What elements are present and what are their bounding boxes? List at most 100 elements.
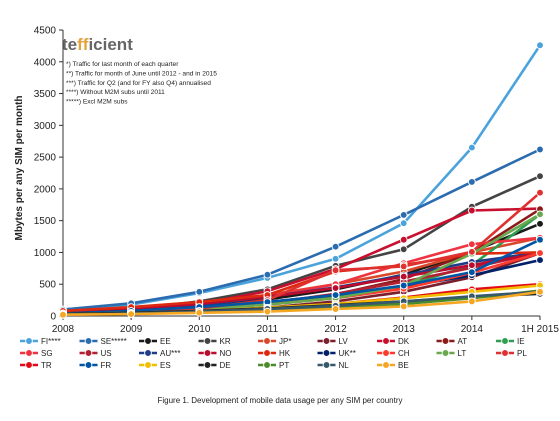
- data-point: [263, 270, 272, 279]
- data-point: [468, 178, 476, 186]
- legend-marker: [203, 361, 212, 369]
- data-point: [536, 41, 544, 50]
- legend-label: LT: [458, 349, 467, 358]
- data-point: [331, 291, 340, 299]
- data-point: [399, 211, 408, 219]
- x-tick-label: 2010: [188, 324, 211, 335]
- legend-marker: [263, 361, 271, 369]
- y-tick-label: 2000: [34, 184, 57, 195]
- data-point: [536, 145, 544, 154]
- x-tick-label: 2012: [324, 324, 347, 335]
- data-point: [331, 254, 340, 263]
- data-point: [468, 143, 476, 152]
- legend-label: UK**: [339, 349, 356, 358]
- data-point: [399, 245, 408, 254]
- data-point: [399, 272, 408, 281]
- data-point: [468, 240, 476, 249]
- figure-caption: Figure 1. Development of mobile data usa…: [157, 396, 403, 405]
- legend-marker: [25, 349, 33, 357]
- legend-marker: [501, 349, 509, 357]
- y-tick-label: 1000: [34, 248, 57, 259]
- legend-label: PT: [279, 361, 289, 370]
- legend-marker: [203, 349, 212, 357]
- legend-marker: [144, 337, 152, 345]
- data-point: [399, 235, 408, 244]
- legend-label: FI****: [41, 337, 61, 346]
- legend-label: DK: [398, 337, 410, 346]
- data-point: [195, 308, 204, 317]
- y-tick-label: 1500: [34, 216, 57, 227]
- legend-label: KR: [220, 337, 231, 346]
- legend-label: LV: [339, 337, 349, 346]
- legend-marker: [322, 349, 331, 357]
- legend-label: DE: [220, 361, 231, 370]
- data-point: [399, 302, 408, 311]
- series-line-be: [62, 290, 541, 316]
- data-point: [399, 281, 408, 290]
- data-point: [331, 266, 340, 275]
- logo: tefficient: [62, 35, 133, 54]
- data-point: [536, 188, 544, 197]
- legend-marker: [382, 361, 390, 369]
- data-point: [468, 206, 476, 215]
- series-line-se: [62, 148, 541, 311]
- legend-marker: [25, 337, 33, 345]
- data-point: [536, 235, 544, 244]
- data-point: [195, 287, 204, 296]
- legend-marker: [441, 349, 450, 357]
- y-axis-label: Mbytes per any SIM per month: [14, 95, 25, 240]
- legend-label: TR: [41, 361, 52, 370]
- footnote: *) Traffic for last month of each quarte…: [66, 61, 179, 68]
- legend-label: SE*****: [101, 337, 127, 346]
- x-tick-label: 1H 2015: [521, 324, 559, 335]
- legend-label: ES: [160, 361, 171, 370]
- legend-marker: [263, 349, 271, 357]
- x-tick-label: 2011: [257, 324, 279, 335]
- legend-marker: [25, 361, 33, 369]
- legend-marker: [144, 361, 152, 369]
- data-point: [536, 219, 544, 228]
- legend-marker: [203, 337, 212, 345]
- data-point: [536, 172, 544, 181]
- y-tick-label: 3000: [34, 121, 57, 132]
- legend-marker: [322, 337, 331, 345]
- data-point: [468, 247, 476, 256]
- footnote: ****) Without M2M subs until 2011: [66, 89, 165, 96]
- legend-marker: [263, 337, 271, 345]
- footnote: *****) Excl M2M subs: [66, 99, 128, 106]
- logo-prefix: te: [62, 35, 77, 54]
- series-line-fr: [62, 238, 541, 315]
- series-markers: [59, 41, 544, 319]
- data-point: [536, 249, 544, 257]
- legend-marker: [441, 337, 450, 345]
- y-tick-label: 2500: [34, 153, 57, 164]
- legend-label: HK: [279, 349, 291, 358]
- legend-label: BE: [398, 361, 409, 370]
- series-line-no: [62, 251, 541, 314]
- data-point: [331, 305, 340, 313]
- footnote: ***) Traffic for Q2 (and for FY also Q4)…: [66, 80, 211, 87]
- legend-marker: [84, 337, 93, 345]
- legend: FI**** SE***** EE KR JP* LV DK AT IE SG US AU*** NO H…: [20, 337, 527, 370]
- logo-suffix: icient: [88, 35, 133, 54]
- y-tick-label: 3500: [34, 89, 57, 100]
- legend-label: US: [101, 349, 112, 358]
- legend-label: SG: [41, 349, 53, 358]
- data-point: [399, 262, 408, 271]
- x-tick-label: 2014: [461, 324, 484, 335]
- legend-label: NL: [339, 361, 350, 370]
- data-point: [468, 297, 476, 306]
- y-tick-label: 0: [50, 312, 56, 323]
- data-point: [331, 242, 340, 251]
- legend-marker: [84, 361, 93, 369]
- data-point: [331, 284, 340, 292]
- data-point: [468, 261, 476, 270]
- series-line-hk: [62, 251, 541, 313]
- x-tick-label: 2008: [52, 324, 75, 335]
- x-tick-label: 2013: [393, 324, 416, 335]
- legend-label: NO: [220, 349, 232, 358]
- data-point: [536, 210, 544, 219]
- legend-marker: [382, 349, 390, 357]
- footnotes: *) Traffic for last month of each quarte…: [66, 61, 217, 106]
- legend-label: AT: [458, 337, 468, 346]
